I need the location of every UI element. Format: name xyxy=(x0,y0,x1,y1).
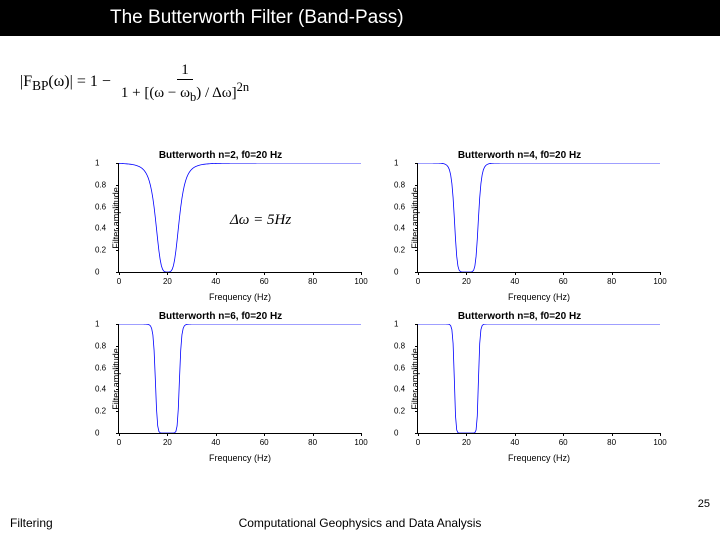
y-tick-label: 1 xyxy=(394,159,398,168)
y-tick-label: 0.6 xyxy=(394,363,405,372)
footer-left: Filtering xyxy=(10,516,53,530)
x-tick-label: 20 xyxy=(163,277,172,286)
x-axis-label: Frequency (Hz) xyxy=(209,453,271,463)
y-tick-label: 0.4 xyxy=(95,224,106,233)
y-tick-label: 0.6 xyxy=(394,202,405,211)
x-tick-label: 80 xyxy=(308,438,317,447)
panel-title: Butterworth n=8, f0=20 Hz xyxy=(379,311,660,322)
y-tick-label: 0.8 xyxy=(394,180,405,189)
title-bar: The Butterworth Filter (Band-Pass) xyxy=(0,0,720,36)
x-tick-label: 60 xyxy=(260,277,269,286)
x-tick-label: 20 xyxy=(163,438,172,447)
plot-area: Filter amplitudeFrequency (Hz)00.20.40.6… xyxy=(417,324,660,434)
x-axis-label: Frequency (Hz) xyxy=(508,453,570,463)
x-tick-label: 0 xyxy=(117,438,121,447)
x-tick-label: 100 xyxy=(354,277,367,286)
plot-area: Filter amplitudeFrequency (Hz)00.20.40.6… xyxy=(417,163,660,273)
y-tick-label: 0 xyxy=(95,268,99,277)
x-tick-label: 20 xyxy=(462,277,471,286)
footer-center: Computational Geophysics and Data Analys… xyxy=(239,516,482,530)
x-tick-label: 80 xyxy=(607,438,616,447)
x-tick-label: 80 xyxy=(308,277,317,286)
x-axis-label: Frequency (Hz) xyxy=(209,292,271,302)
x-tick-label: 60 xyxy=(559,277,568,286)
y-tick-label: 1 xyxy=(394,320,398,329)
x-tick-label: 60 xyxy=(559,438,568,447)
filter-curve xyxy=(418,163,660,272)
filter-curve xyxy=(418,324,660,433)
y-tick-label: 0.2 xyxy=(95,246,106,255)
y-tick-label: 0.8 xyxy=(95,180,106,189)
y-tick-label: 0.8 xyxy=(95,341,106,350)
y-tick-label: 0 xyxy=(95,429,99,438)
y-tick-label: 0 xyxy=(394,268,398,277)
x-tick-label: 100 xyxy=(354,438,367,447)
chart-panel: Butterworth n=6, f0=20 Hz Filter amplitud… xyxy=(80,311,361,466)
y-tick-label: 0 xyxy=(394,429,398,438)
x-tick-label: 100 xyxy=(653,277,666,286)
y-tick-label: 0.6 xyxy=(95,202,106,211)
formula: |FBP(ω)| = 1 − 1 1 + [(ω − ωb) / Δω]2n xyxy=(20,62,253,105)
x-tick-label: 100 xyxy=(653,438,666,447)
x-tick-label: 40 xyxy=(510,438,519,447)
x-tick-label: 40 xyxy=(510,277,519,286)
delta-omega-annotation: Δω = 5Hz xyxy=(230,212,291,229)
x-tick-label: 20 xyxy=(462,438,471,447)
x-tick-label: 60 xyxy=(260,438,269,447)
x-tick-label: 80 xyxy=(607,277,616,286)
x-tick-label: 40 xyxy=(211,277,220,286)
chart-panel: Butterworth n=8, f0=20 Hz Filter amplitud… xyxy=(379,311,660,466)
filter-curve xyxy=(119,324,361,433)
panel-title: Butterworth n=6, f0=20 Hz xyxy=(80,311,361,322)
plot-area: Filter amplitudeFrequency (Hz)00.20.40.6… xyxy=(118,324,361,434)
y-tick-label: 1 xyxy=(95,159,99,168)
y-tick-label: 0.4 xyxy=(95,385,106,394)
y-tick-label: 0.8 xyxy=(394,341,405,350)
footer-right: 25 xyxy=(698,498,710,510)
y-tick-label: 0.6 xyxy=(95,363,106,372)
y-tick-label: 0.2 xyxy=(95,407,106,416)
y-tick-label: 0.2 xyxy=(394,246,405,255)
x-axis-label: Frequency (Hz) xyxy=(508,292,570,302)
x-tick-label: 0 xyxy=(117,277,121,286)
chart-grid: Butterworth n=2, f0=20 Hz Filter amplitud… xyxy=(80,150,660,466)
chart-panel: Butterworth n=2, f0=20 HzFilter amplitud… xyxy=(80,150,361,305)
y-tick-label: 0.2 xyxy=(394,407,405,416)
x-tick-label: 0 xyxy=(416,438,420,447)
chart-panel: Butterworth n=4, f0=20 Hz Filter amplitud… xyxy=(379,150,660,305)
x-tick-label: 0 xyxy=(416,277,420,286)
panel-title: Butterworth n=4, f0=20 Hz xyxy=(379,150,660,161)
y-tick-label: 1 xyxy=(95,320,99,329)
y-tick-label: 0.4 xyxy=(394,224,405,233)
panel-title: Butterworth n=2, f0=20 Hz xyxy=(80,150,361,161)
x-tick-label: 40 xyxy=(211,438,220,447)
y-tick-label: 0.4 xyxy=(394,385,405,394)
page-title: The Butterworth Filter (Band-Pass) xyxy=(110,7,404,29)
